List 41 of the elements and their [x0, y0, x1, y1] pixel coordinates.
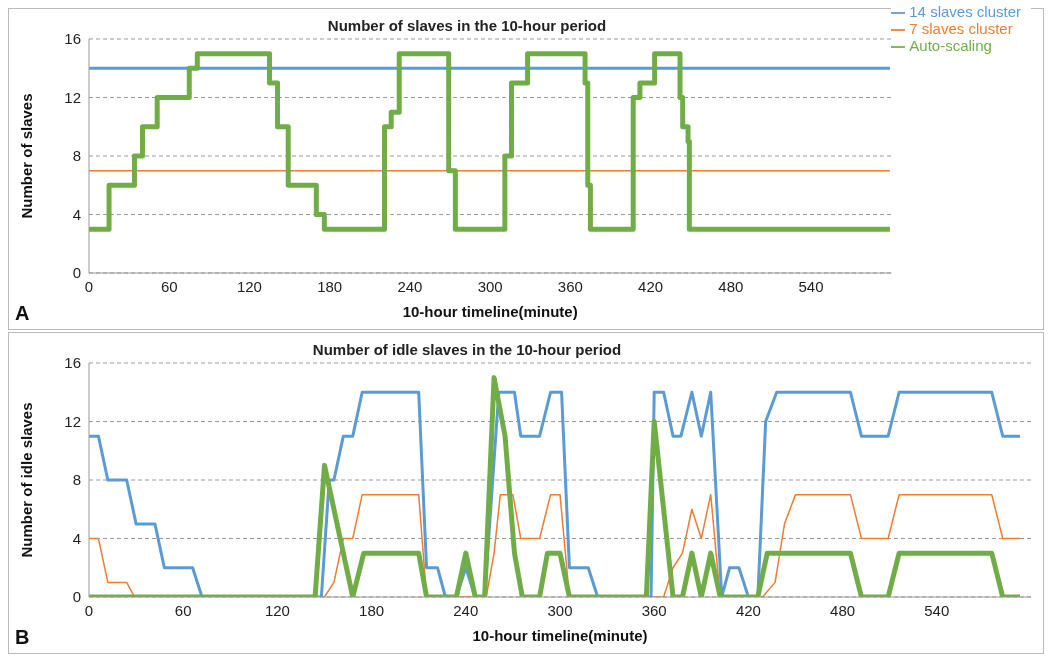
y-tick-label: 0 [72, 588, 81, 606]
y-tick-label: 4 [72, 529, 81, 547]
y-tick-label: 12 [64, 88, 81, 106]
text: A [15, 302, 30, 325]
x-tick-label: 540 [924, 601, 950, 619]
chart-title: Number of idle slaves in the 10-hour period [312, 341, 622, 358]
y-tick-label: 16 [64, 354, 81, 372]
legend-label: 7 slaves cluster [909, 20, 1013, 38]
x-tick-label: 360 [557, 277, 583, 295]
x-tick-label: 420 [638, 277, 664, 295]
x-tick-label: 60 [160, 277, 178, 295]
x-tick-label: 480 [718, 277, 744, 295]
y-tick-label: 8 [72, 471, 81, 489]
x-tick-label: 300 [547, 601, 573, 619]
x-tick-label: 240 [453, 601, 479, 619]
y-tick-label: 16 [64, 30, 81, 48]
x-axis-title: 10-hour timeline(minute) [402, 303, 578, 320]
x-tick-label: 120 [236, 277, 262, 295]
x-tick-label: 540 [798, 277, 824, 295]
text: B [15, 626, 30, 649]
y-tick-label: 8 [72, 147, 81, 165]
x-axis-title: 10-hour timeline(minute) [472, 627, 648, 644]
x-tick-label: 60 [174, 601, 192, 619]
x-tick-label: 240 [397, 277, 423, 295]
x-tick-label: 180 [317, 277, 343, 295]
chart-title: Number of slaves in the 10-hour period [327, 17, 607, 34]
x-tick-label: 360 [641, 601, 667, 619]
y-tick-label: 4 [72, 205, 81, 223]
legend-label: Auto-scaling [909, 37, 992, 55]
x-tick-label: 120 [264, 601, 290, 619]
x-tick-label: 420 [735, 601, 761, 619]
x-tick-label: 0 [84, 277, 94, 295]
y-axis-title: Number of idle slaves [18, 402, 36, 558]
x-tick-label: 300 [477, 277, 503, 295]
x-tick-label: 0 [84, 601, 94, 619]
x-tick-label: 480 [830, 601, 856, 619]
y-tick-label: 12 [64, 412, 81, 430]
y-axis-title: Number of slaves [18, 93, 36, 219]
legend-label: 14 slaves cluster [909, 3, 1021, 20]
x-tick-label: 180 [359, 601, 385, 619]
y-tick-label: 0 [72, 264, 81, 282]
